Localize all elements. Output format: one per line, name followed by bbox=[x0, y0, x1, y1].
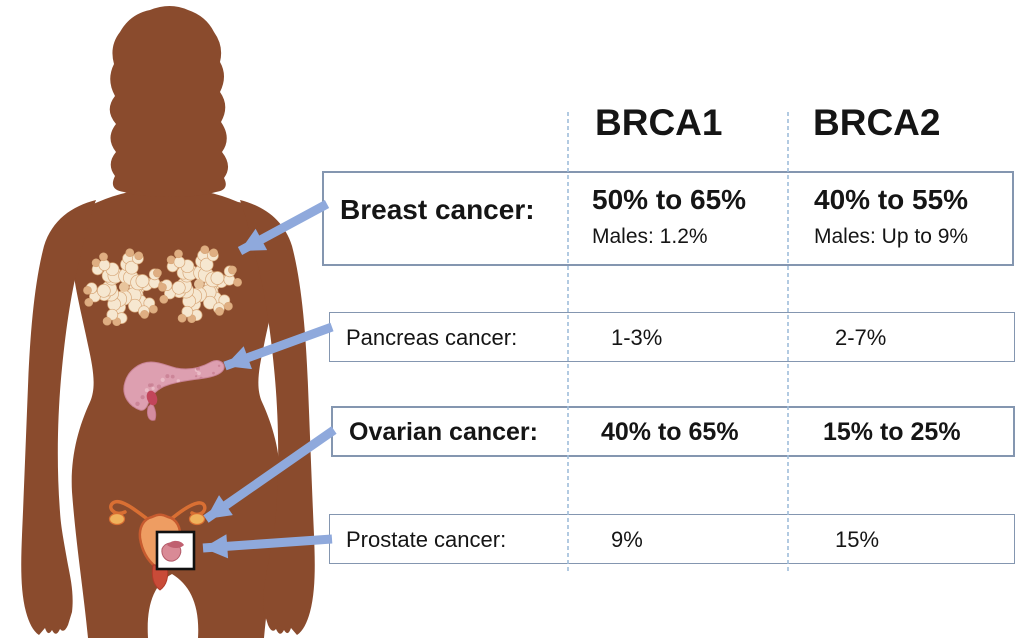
prostate-brca2-value: 15% bbox=[835, 526, 880, 552]
prostate-inset bbox=[155, 530, 196, 571]
ovarian-brca2-value: 15% to 25% bbox=[823, 417, 961, 446]
pancreas-brca1-value: 1-3% bbox=[611, 324, 663, 350]
row-label-pancreas: Pancreas cancer: bbox=[346, 324, 518, 350]
ovarian-brca1-value: 40% to 65% bbox=[601, 417, 739, 446]
right-arm-silhouette bbox=[240, 200, 315, 635]
pancreas-brca2-cell: 2-7% bbox=[835, 313, 886, 361]
pancreas-brca2-value: 2-7% bbox=[835, 324, 887, 350]
breast-brca1-cell: 50% to 65% Males: 1.2% bbox=[592, 173, 746, 264]
ovary-right bbox=[188, 512, 206, 526]
ovarian-brca2-cell: 15% to 25% bbox=[823, 408, 961, 455]
breast-brca1-note: Males: 1.2% bbox=[592, 225, 708, 248]
breast-brca1-value: 50% to 65% bbox=[592, 184, 747, 215]
column-header-brca1: BRCA1 bbox=[595, 102, 723, 143]
prostate-brca1-cell: 9% bbox=[611, 515, 643, 563]
column-header-brca2: BRCA2 bbox=[813, 102, 941, 143]
row-label-breast: Breast cancer: bbox=[340, 194, 535, 225]
pancreatic-duct bbox=[147, 402, 157, 421]
mammary-gland-left bbox=[83, 248, 167, 327]
pancreas-red-detail bbox=[146, 390, 158, 406]
row-label-prostate: Prostate cancer: bbox=[346, 526, 507, 552]
row-label-ovarian: Ovarian cancer: bbox=[349, 417, 538, 446]
head-hair-silhouette bbox=[109, 6, 229, 197]
prostate-brca1-value: 9% bbox=[611, 526, 643, 552]
pancreas-illustration bbox=[123, 360, 225, 421]
row-pancreas-cancer: Pancreas cancer: 1-3% 2-7% bbox=[329, 312, 1015, 362]
ovarian-brca1-cell: 40% to 65% bbox=[601, 408, 739, 455]
female-body-illustration bbox=[21, 6, 315, 638]
breast-brca2-cell: 40% to 55% Males: Up to 9% bbox=[814, 173, 968, 264]
pancreas-brca1-cell: 1-3% bbox=[611, 313, 662, 361]
row-breast-cancer: Breast cancer: 50% to 65% Males: 1.2% 40… bbox=[322, 171, 1014, 266]
prostate-gland-top bbox=[167, 540, 184, 548]
prostate-brca2-cell: 15% bbox=[835, 515, 879, 563]
left-arm-silhouette bbox=[21, 200, 96, 635]
mammary-gland-right bbox=[158, 245, 242, 324]
row-prostate-cancer: Prostate cancer: 9% 15% bbox=[329, 514, 1015, 564]
ovary-left bbox=[108, 512, 126, 526]
row-ovarian-cancer: Ovarian cancer: 40% to 65% 15% to 25% bbox=[331, 406, 1015, 457]
breast-brca2-value: 40% to 55% bbox=[814, 184, 969, 215]
cervix-vagina bbox=[151, 564, 169, 591]
breast-brca2-note: Males: Up to 9% bbox=[814, 225, 969, 248]
